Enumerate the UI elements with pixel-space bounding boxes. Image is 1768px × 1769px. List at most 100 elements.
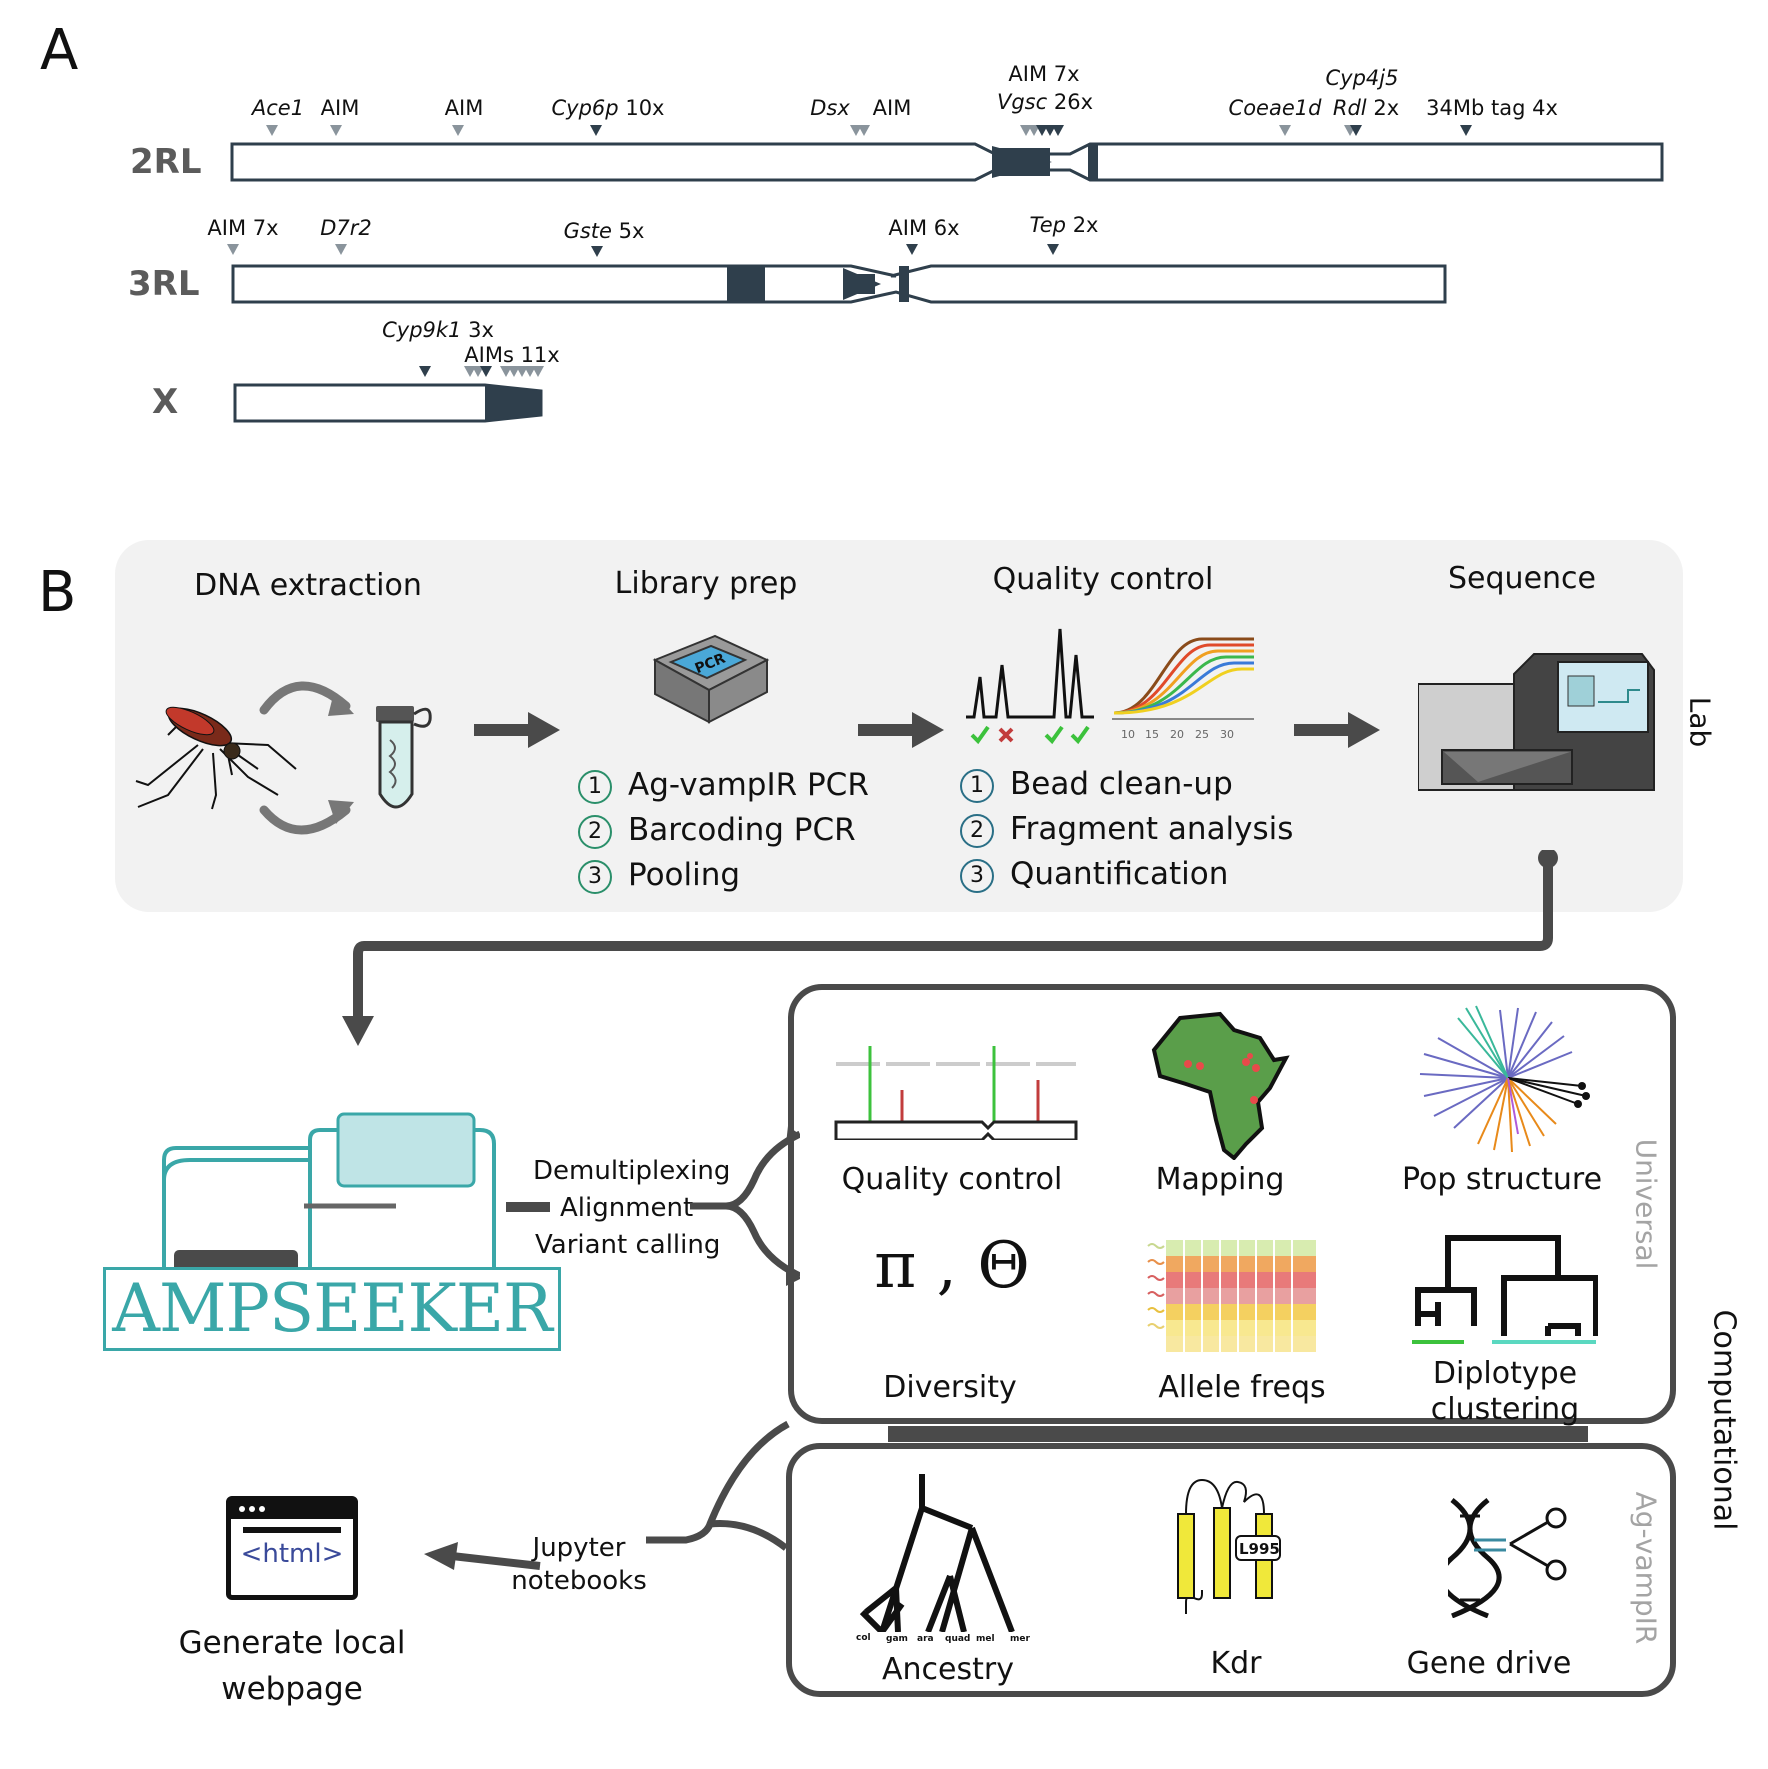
universal-side-label: Universal (1629, 1138, 1663, 1270)
marker-tick (906, 244, 918, 255)
webpage-icon: <html> (226, 1496, 358, 1600)
step-title-quality-control: Quality control (992, 562, 1214, 597)
list-item: 1 Bead clean-up (960, 762, 1293, 807)
ampseeker-logo: AMPSEEKER (103, 1267, 561, 1351)
arrow-right (858, 710, 944, 750)
browser-bar (231, 1501, 353, 1519)
chromosome-3RL (231, 264, 1447, 304)
marker-cyp6p: Cyp6p 10x (551, 96, 665, 120)
arrow-left (422, 1540, 542, 1580)
marker-ace1: Ace1 (251, 96, 305, 120)
marker-tick (850, 125, 862, 136)
marker-tick (1047, 244, 1059, 255)
marker-tick (452, 125, 464, 136)
marker-tick (508, 366, 520, 377)
list-item: 2 Barcoding PCR (578, 808, 869, 853)
chromosome-X (233, 383, 543, 423)
marker-tick (419, 366, 431, 377)
pipeline-line (506, 1202, 550, 1212)
marker-cyp9k1: Cyp9k1 3x (382, 318, 494, 342)
qc-axis-tick: 10 (1121, 728, 1135, 741)
list-item: 2 Fragment analysis (960, 807, 1293, 852)
arrow-right (1294, 710, 1380, 750)
marker-aim: AIM (444, 96, 484, 120)
marker-tick (1036, 125, 1048, 136)
ancestry-leaf-label: mer (1010, 1634, 1030, 1644)
ampseeker-machine (150, 1090, 570, 1272)
chromosome-2RL (230, 142, 1664, 182)
qc-chromatogram (966, 625, 1256, 745)
analysis-ancestry: Ancestry (882, 1652, 1014, 1687)
marker-cyp4j5: Cyp4j5 (1325, 66, 1399, 90)
marker-tick (590, 125, 602, 136)
notebooks-label: Jupyter notebooks (511, 1533, 647, 1596)
marker-tick (591, 246, 603, 257)
pipeline-step-variant-calling: Variant calling (535, 1230, 721, 1260)
sequencer-icon (1417, 650, 1658, 800)
marker-tick (524, 366, 536, 377)
marker-aim: AIM (320, 96, 360, 120)
marker-tep: Tep 2x (1029, 213, 1099, 237)
ancestry-leaf-label: ara (917, 1634, 934, 1644)
marker-tick (472, 366, 484, 377)
marker-tick (1020, 125, 1032, 136)
ancestry-leaf-label: gam (886, 1634, 908, 1644)
marker-tick (500, 366, 512, 377)
analysis-allele-freqs: Allele freqs (1158, 1370, 1326, 1405)
sample-tube-icon (370, 700, 436, 820)
marker-tick (1279, 125, 1291, 136)
pipeline-step-demultiplexing: Demultiplexing (533, 1156, 731, 1186)
analysis-diversity: Diversity (883, 1370, 1017, 1405)
marker-tick (330, 125, 342, 136)
chromosome-label-3RL: 3RL (128, 264, 200, 304)
computational-side-label: Computational (1706, 1309, 1742, 1531)
qc-axis-tick: 25 (1195, 728, 1209, 741)
agvampir-side-label: Ag-vampIR (1629, 1491, 1663, 1645)
list-item: 3 Quantification (960, 852, 1293, 897)
marker-coeae1d: Coeae1d (1228, 96, 1322, 120)
universal-panel (788, 984, 1676, 1424)
ancestry-tree-icon (852, 1472, 1042, 1635)
pipeline-step-alignment: Alignment (560, 1193, 694, 1223)
analysis-mapping: Mapping (1155, 1162, 1285, 1197)
panel-a-letter: A (40, 18, 79, 83)
box-joiner (888, 1426, 1588, 1442)
arrow-right (474, 710, 560, 750)
quality-control-list: 1 Bead clean-up 2 Fragment analysis 3 Quant… (960, 762, 1293, 897)
allele-freq-heatmap-icon (1146, 1240, 1316, 1354)
ancestry-leaf-label: mel (976, 1634, 995, 1644)
kdr-mutation-label: L995 (1239, 1540, 1280, 1558)
qc-amplicon-icon (832, 1040, 1082, 1142)
mosquito-illustration (128, 685, 298, 815)
analysis-kdr: Kdr (1210, 1646, 1262, 1681)
marker-d7r2: D7r2 (320, 216, 372, 240)
ampseeker-logo-text: AMPSEEKER (112, 1270, 552, 1347)
marker-tick (335, 244, 347, 255)
marker-gste: Gste 5x (563, 219, 645, 243)
panel-b-letter: B (38, 560, 77, 625)
qc-axis-tick: 30 (1220, 728, 1234, 741)
lab-side-label: Lab (1683, 696, 1717, 748)
generate-webpage-label: Generate local webpage (178, 1625, 406, 1707)
diversity-symbols: π , Θ (874, 1229, 1030, 1303)
marker-tick (266, 125, 278, 136)
step-title-library-prep: Library prep (614, 566, 798, 601)
analysis-quality-control: Quality control (841, 1162, 1063, 1197)
list-item: 3 Pooling (578, 853, 869, 898)
chromosome-label-2RL: 2RL (130, 142, 202, 182)
marker-tick (227, 244, 239, 255)
analysis-pop-structure: Pop structure (1401, 1162, 1603, 1197)
qc-axis-tick: 20 (1170, 728, 1184, 741)
marker-tick (1028, 125, 1040, 136)
chromosome-label-X: X (152, 382, 179, 422)
diplotype-dendrogram-icon (1408, 1232, 1599, 1344)
notebooks-connector (640, 1420, 800, 1570)
marker-rdl: Rdl 2x (1332, 96, 1400, 120)
marker-34mb-tag: 34Mb tag 4x (1426, 96, 1558, 120)
html-tag-label: <html> (240, 1539, 344, 1569)
library-prep-list: 1 Ag-vampIR PCR 2 Barcoding PCR 3 Pooling (578, 763, 869, 898)
ancestry-leaf-label: col (856, 1633, 871, 1643)
marker-aims-11x: AIMs 11x (464, 343, 560, 367)
list-item: 1 Ag-vampIR PCR (578, 763, 869, 808)
analysis-diplotype-clustering: Diplotype clustering (1430, 1356, 1580, 1427)
